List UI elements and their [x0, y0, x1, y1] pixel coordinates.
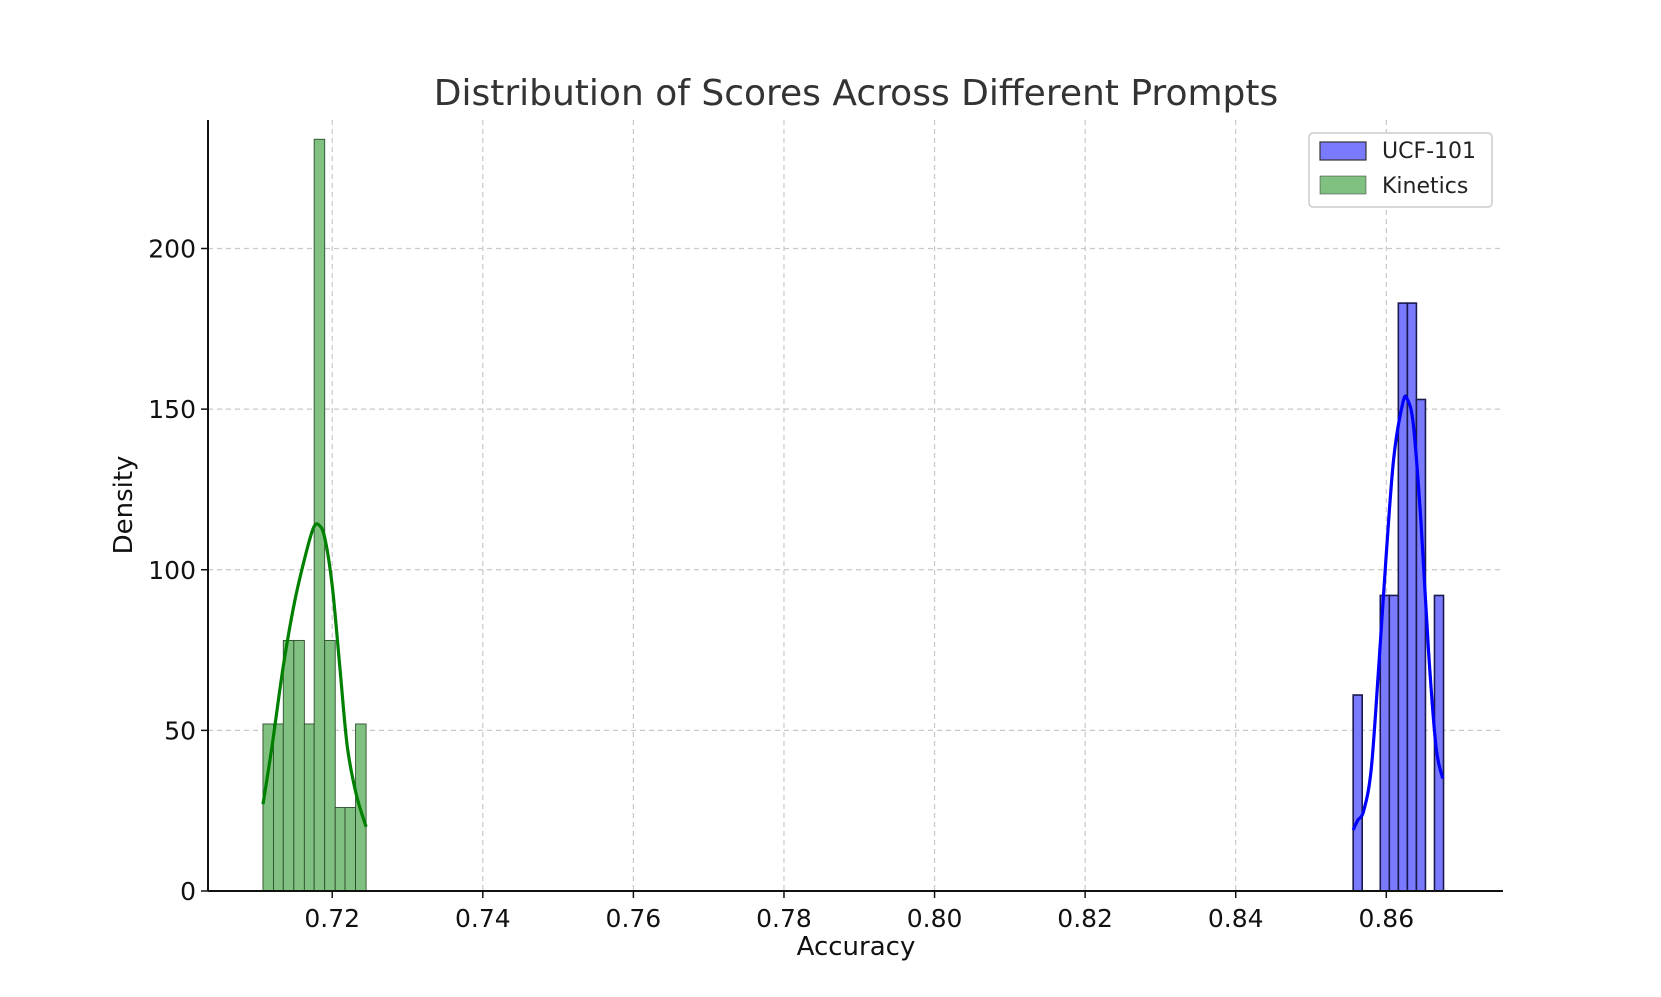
legend-label-kinetics: Kinetics	[1382, 174, 1468, 199]
chart-title: Distribution of Scores Across Different …	[434, 73, 1279, 114]
histogram-bar-ucf101	[1397, 302, 1409, 892]
legend: UCF-101 Kinetics	[1308, 132, 1493, 208]
histogram-bar-kinetics	[324, 639, 336, 892]
kde-curve-ucf101	[1351, 394, 1445, 831]
y-tick-label: 200	[148, 235, 196, 264]
x-tick-label: 0.78	[756, 904, 812, 933]
histogram-bars	[262, 138, 1445, 892]
y-tick-label: 100	[148, 556, 196, 585]
grid-lines	[208, 120, 1503, 891]
histogram-bar-kinetics	[334, 807, 346, 892]
histogram-bar-kinetics	[273, 723, 284, 892]
y-axis-label: Density	[109, 456, 139, 555]
x-tick-labels: 0.72 0.74 0.76 0.78 0.80 0.82 0.84 0.86	[304, 904, 1414, 933]
x-tick-label: 0.72	[304, 904, 360, 933]
histogram-bar-kinetics	[313, 138, 326, 892]
histogram-bar-kinetics	[303, 723, 315, 892]
x-axis-label: Accuracy	[797, 932, 916, 962]
y-tick-label: 150	[148, 395, 196, 424]
x-tick-label: 0.74	[455, 904, 511, 933]
x-tick-label: 0.84	[1208, 904, 1264, 933]
histogram-bar-kinetics	[344, 807, 357, 892]
axes	[201, 120, 1503, 898]
legend-label-ucf101: UCF-101	[1382, 139, 1476, 164]
x-tick-label: 0.76	[606, 904, 662, 933]
kde-curve-kinetics	[261, 522, 368, 828]
legend-swatch-kinetics	[1319, 175, 1367, 195]
histogram-bar-kinetics	[282, 639, 295, 892]
histogram-bar-ucf101	[1406, 302, 1418, 892]
x-tick-label: 0.82	[1057, 904, 1113, 933]
y-tick-labels: 0 50 100 150 200	[148, 235, 196, 907]
histogram-bar-kinetics	[293, 639, 305, 892]
legend-swatch-ucf101	[1319, 141, 1367, 161]
histogram-bar-ucf101	[1388, 594, 1400, 892]
density-curves	[261, 394, 1445, 831]
y-tick-label: 50	[164, 716, 196, 745]
y-tick-label: 0	[180, 877, 196, 906]
x-tick-label: 0.86	[1358, 904, 1414, 933]
x-tick-label: 0.80	[907, 904, 963, 933]
histogram-bar-ucf101	[1352, 694, 1364, 892]
